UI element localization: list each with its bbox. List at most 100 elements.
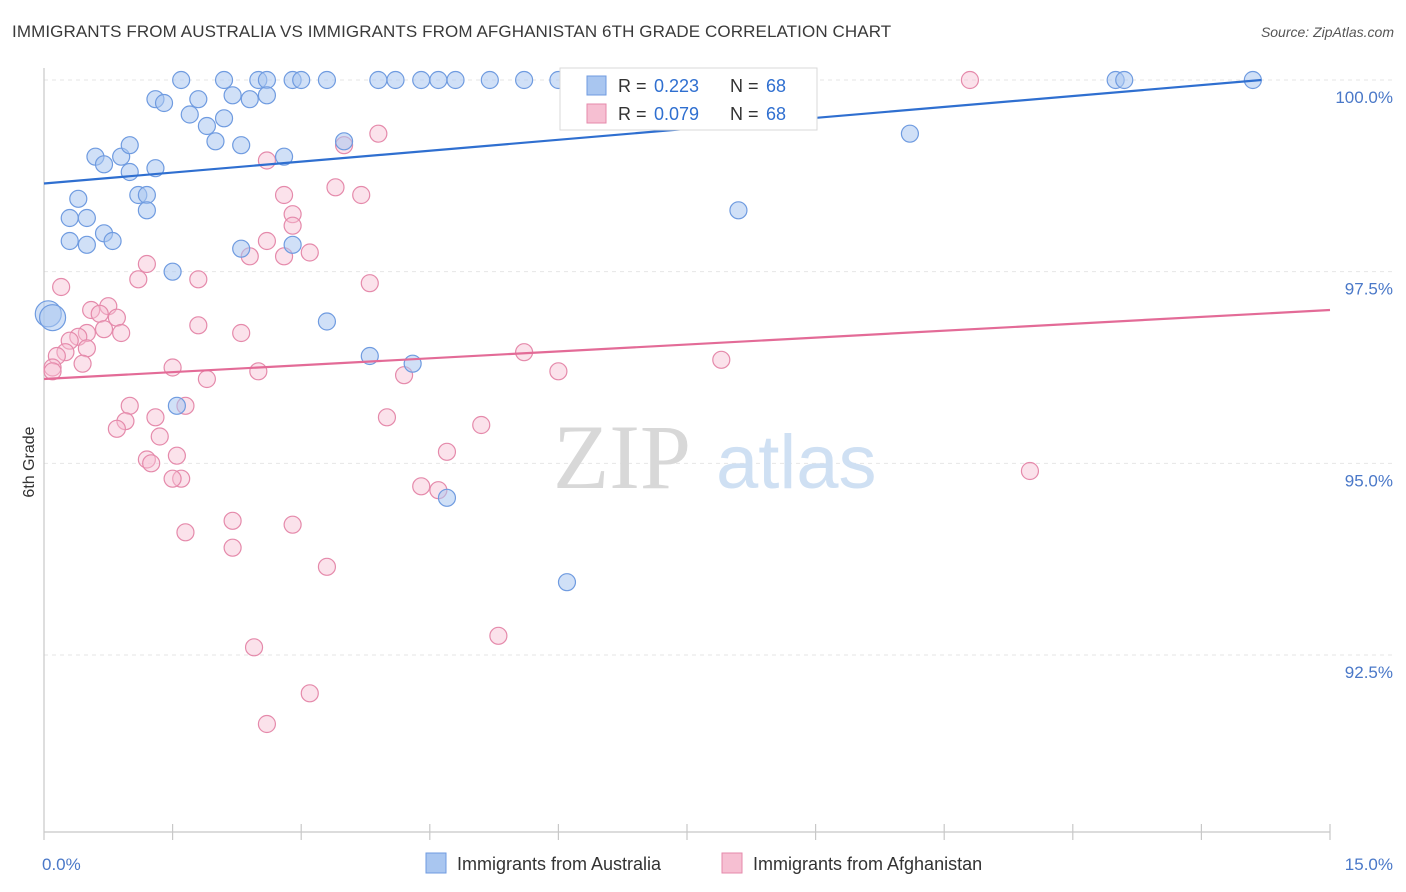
point-australia (232, 136, 251, 155)
point-australia (120, 136, 139, 155)
bottom-swatch-australia (425, 852, 447, 874)
point-afghanistan (82, 300, 101, 320)
point-afghanistan (52, 277, 71, 297)
point-australia (223, 86, 242, 105)
point-afghanistan (43, 362, 62, 381)
point-afghanistan (167, 446, 186, 465)
point-afghanistan (549, 362, 568, 381)
point-afghanistan (223, 511, 242, 530)
watermark: ZIP atlas (553, 406, 877, 508)
point-australia (480, 70, 499, 90)
tick-labels: 100.0% 97.5% 95.0% 92.5% 0.0% 15.0% (42, 88, 1393, 874)
point-australia (38, 304, 67, 332)
legend-swatch-afghanistan (586, 103, 607, 124)
x-tick-label: 15.0% (1345, 855, 1393, 874)
y-tick-label: 92.5% (1345, 663, 1393, 682)
point-afghanistan (197, 369, 216, 389)
point-afghanistan (489, 626, 508, 645)
point-australia (403, 354, 422, 373)
point-australia (386, 70, 405, 90)
point-australia (334, 132, 354, 151)
watermark-zip: ZIP (553, 406, 691, 508)
point-australia (167, 396, 186, 415)
point-afghanistan (712, 350, 731, 369)
trend-line-afghanistan (43, 308, 1331, 381)
point-australia (60, 231, 79, 251)
point-afghanistan (472, 415, 491, 435)
point-afghanistan (176, 523, 195, 542)
point-afghanistan (232, 323, 251, 343)
point-afghanistan (77, 339, 96, 358)
point-afghanistan (249, 362, 268, 381)
point-afghanistan (77, 323, 96, 343)
y-tick-label: 95.0% (1345, 471, 1393, 490)
point-australia (146, 159, 165, 178)
point-afghanistan (90, 304, 109, 323)
watermark-atlas: atlas (716, 420, 877, 505)
point-afghanistan (112, 323, 131, 343)
point-australia (437, 488, 457, 507)
point-afghanistan (43, 358, 62, 377)
point-australia (729, 201, 748, 220)
point-afghanistan (1020, 461, 1040, 481)
y-tick-label: 100.0% (1335, 88, 1393, 107)
point-afghanistan (189, 270, 208, 289)
point-australia (137, 185, 156, 205)
point-australia (317, 312, 337, 331)
point-australia (77, 235, 96, 254)
point-australia (189, 90, 208, 109)
point-australia (412, 70, 431, 90)
point-australia (257, 86, 277, 105)
point-afghanistan (300, 684, 319, 703)
point-australia (317, 70, 337, 90)
bottom-legend-australia: Immigrants from Australia (457, 854, 662, 874)
point-australia (257, 70, 277, 90)
point-afghanistan (257, 151, 277, 170)
point-afghanistan (326, 178, 345, 197)
point-afghanistan (283, 515, 302, 534)
point-australia (232, 239, 251, 258)
point-afghanistan (412, 477, 431, 496)
trend-lines (43, 78, 1331, 381)
chart-title: IMMIGRANTS FROM AUSTRALIA VS IMMIGRANTS … (12, 22, 892, 41)
point-afghanistan (377, 408, 397, 427)
point-afghanistan (300, 243, 319, 262)
x-tick-label: 0.0% (42, 855, 81, 874)
point-australia (206, 132, 225, 151)
stats-legend: R = 0.223 N = 68 R = 0.079 N = 68 (559, 67, 818, 131)
trend-line-australia (43, 78, 1262, 185)
point-afghanistan (146, 408, 165, 427)
point-australia (429, 70, 448, 90)
point-australia (172, 70, 191, 90)
point-afghanistan (244, 638, 264, 657)
point-afghanistan (150, 427, 169, 446)
point-australia (446, 70, 465, 90)
source-label: Source: ZipAtlas.com (1260, 24, 1394, 40)
point-afghanistan (360, 274, 379, 293)
point-afghanistan (257, 714, 277, 734)
point-australia (214, 70, 234, 90)
point-afghanistan (163, 469, 182, 488)
point-australia (163, 262, 182, 281)
legend-n-label-australia: N = (730, 76, 759, 96)
legend-n-value-australia: 68 (766, 76, 786, 96)
point-afghanistan (120, 396, 139, 415)
point-australia (369, 70, 388, 90)
series-australia (34, 70, 1262, 592)
point-afghanistan (60, 331, 79, 350)
point-afghanistan (56, 343, 75, 362)
point-australia (60, 208, 79, 228)
legend-n-label-afghanistan: N = (730, 104, 759, 124)
point-australia (120, 162, 139, 182)
point-afghanistan (283, 216, 302, 235)
point-australia (274, 147, 294, 166)
point-afghanistan (73, 354, 92, 373)
y-tick-label: 97.5% (1345, 280, 1393, 299)
legend-r-value-afghanistan: 0.079 (654, 104, 699, 124)
legend-n-value-afghanistan: 68 (766, 104, 786, 124)
y-axis-label: 6th Grade (21, 426, 38, 497)
point-afghanistan (352, 185, 371, 205)
legend-r-label-australia: R = (618, 76, 647, 96)
point-afghanistan (317, 557, 337, 576)
